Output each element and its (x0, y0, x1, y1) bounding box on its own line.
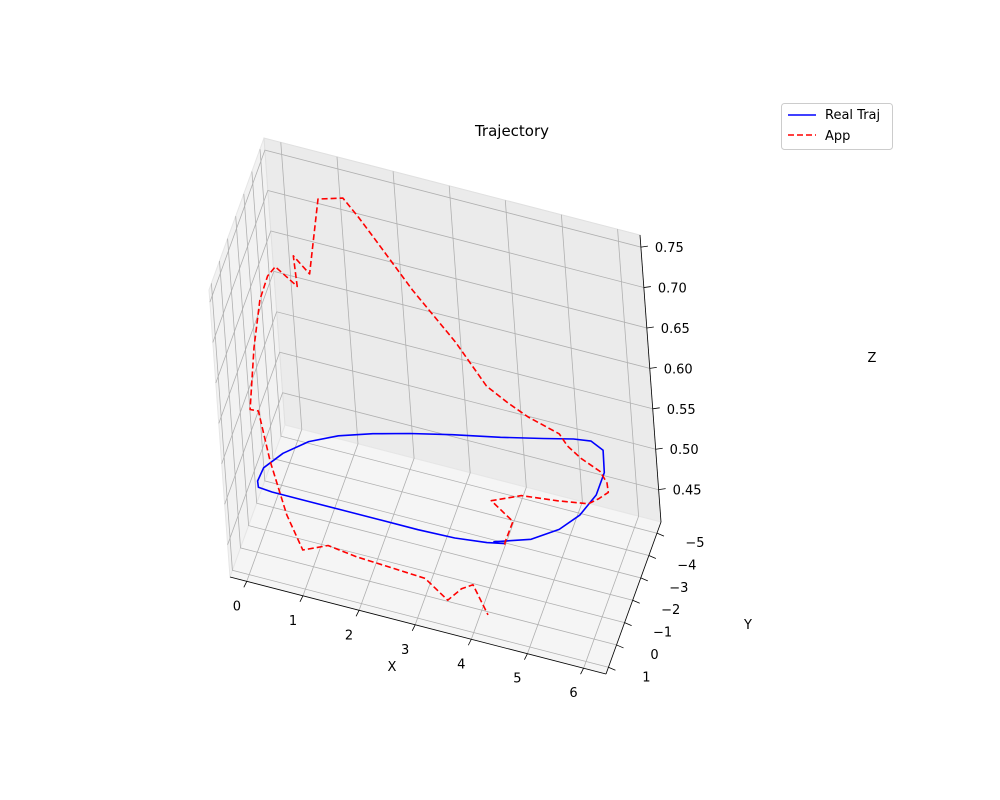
z-tick (640, 245, 648, 248)
y-tick (608, 666, 616, 671)
y-tick (640, 577, 648, 582)
z-tick (646, 326, 654, 329)
y-tick (648, 555, 657, 559)
grid-line-x (302, 156, 359, 596)
chart-title: Trajectory (474, 122, 549, 140)
series-line-app (249, 197, 610, 616)
grid-lines (209, 142, 659, 669)
y-tick (616, 644, 624, 649)
grid-line-z (209, 149, 641, 303)
grid-line-z (215, 230, 647, 384)
grid-line-y (243, 193, 641, 579)
z-tick (643, 286, 651, 288)
legend-label-real-traj: Real Traj (825, 108, 880, 123)
y-tick-label: 1 (642, 670, 650, 685)
x-tick-label: 1 (289, 614, 297, 629)
x-tick-label: 5 (513, 672, 521, 687)
grid-line-z (227, 392, 659, 545)
y-tick-label: −5 (685, 536, 704, 551)
grid-line-y (227, 238, 625, 623)
grid-line-x (246, 142, 303, 582)
grid-line-x (470, 200, 527, 640)
axis-lines (229, 234, 662, 675)
z-tick-label: 0.45 (673, 484, 702, 499)
x-tick (299, 595, 304, 602)
x-tick-label: 0 (233, 599, 241, 614)
z-tick-label: 0.65 (661, 322, 690, 337)
grid-line-y (251, 171, 649, 556)
y-tick (632, 599, 640, 604)
y-tick-label: −1 (653, 626, 672, 641)
grid-line-z (212, 190, 644, 343)
tick-marks (243, 245, 666, 675)
z-tick-label: 0.60 (664, 362, 693, 377)
x-tick (355, 610, 360, 617)
grid-line-z (218, 270, 650, 424)
z-tick-label: 0.55 (667, 403, 696, 418)
grid-line-z (224, 351, 656, 505)
y-axis-line (605, 521, 662, 675)
grid-line-y (219, 260, 617, 646)
legend-label-app: App (825, 129, 850, 144)
z-tick (655, 447, 663, 450)
z-tick-label: 0.50 (670, 443, 699, 458)
tick-labels: 0123456−5−4−3−2−1010.450.500.550.600.650… (233, 241, 705, 701)
x-tick (467, 639, 472, 646)
axis-panes (208, 137, 662, 675)
grid-line-y (259, 149, 658, 534)
x-tick (524, 653, 528, 660)
y-tick-label: 0 (650, 648, 658, 663)
grid-line-x (527, 214, 583, 654)
x-tick-label: 4 (457, 657, 465, 672)
grid-line-x (358, 171, 415, 611)
x-tick-label: 6 (569, 686, 577, 701)
x-tick (243, 581, 248, 588)
series-lines (249, 197, 610, 616)
legend: Real Traj App (781, 103, 893, 150)
y-tick-label: −3 (669, 581, 688, 596)
x-tick-label: 2 (345, 628, 353, 643)
y-tick (624, 622, 632, 626)
x-axis-line (229, 576, 607, 675)
x-tick-label: 3 (401, 643, 409, 658)
x-tick (580, 668, 584, 675)
z-tick (652, 407, 660, 410)
x-tick (411, 624, 416, 631)
z-axis-line (639, 234, 662, 523)
z-tick (649, 366, 657, 369)
series-line-real-traj (256, 432, 606, 545)
grid-line-y (211, 283, 609, 668)
grid-line-x (583, 229, 640, 669)
y-tick-label: −4 (677, 559, 696, 574)
z-tick-label: 0.70 (658, 282, 687, 297)
y-tick-label: −2 (661, 603, 680, 618)
z-axis-label: Z (868, 351, 877, 366)
grid-line-z (221, 311, 653, 464)
grid-line-y (235, 216, 633, 601)
z-tick (658, 488, 666, 491)
x-axis-label: X (388, 660, 397, 675)
y-tick (656, 532, 665, 537)
y-axis-label: Y (743, 618, 752, 633)
grid-line-x (414, 185, 471, 625)
z-tick-label: 0.75 (655, 241, 684, 256)
